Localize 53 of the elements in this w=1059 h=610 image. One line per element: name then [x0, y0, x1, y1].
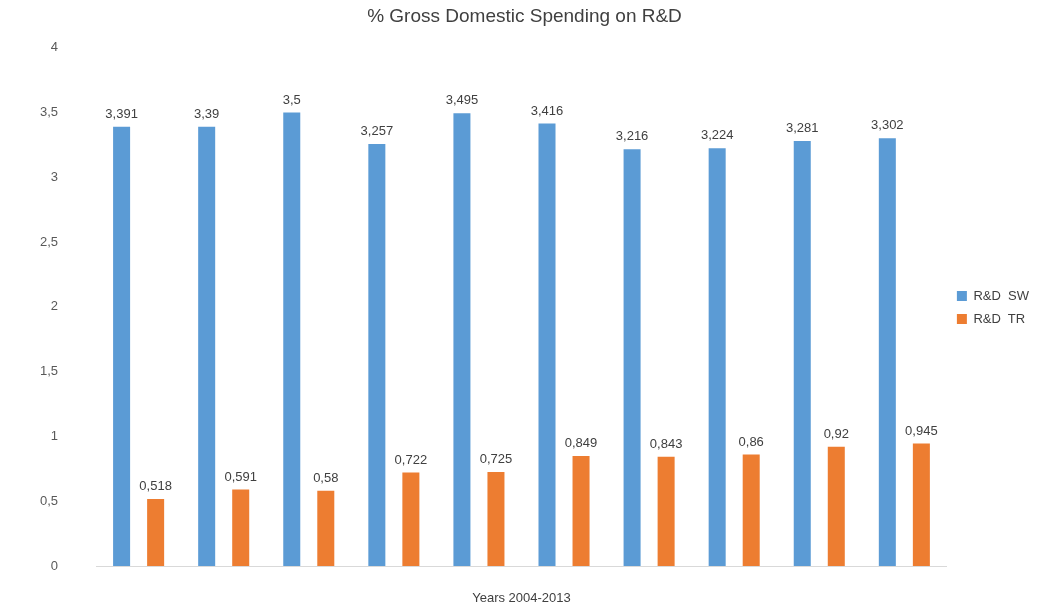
bar	[657, 456, 675, 566]
y-tick-label: 2	[50, 298, 59, 314]
bar	[827, 446, 845, 566]
y-tick-label: 0	[50, 557, 59, 573]
bar	[572, 456, 590, 566]
bar	[198, 126, 216, 566]
bar	[368, 144, 386, 566]
y-tick-label: 3	[50, 168, 59, 184]
data-label: 0,86	[738, 433, 764, 449]
data-label: 0,725	[479, 451, 513, 467]
y-tick-label: 1	[50, 428, 59, 444]
data-label: 3,224	[700, 127, 734, 143]
bar	[317, 490, 335, 566]
bar	[878, 138, 896, 566]
data-label: 3,391	[105, 105, 138, 121]
bar	[453, 113, 471, 566]
bar	[708, 148, 726, 566]
data-label: 3,416	[530, 102, 564, 118]
data-label: 3,216	[615, 128, 649, 144]
data-label: 3,39	[194, 105, 220, 121]
x-axis-title: Years 2004-2013	[472, 589, 571, 605]
y-tick-label: 3,5	[39, 104, 59, 120]
bar	[402, 472, 420, 566]
bar	[793, 140, 811, 566]
bar	[147, 498, 165, 566]
y-tick-label: 2,5	[39, 233, 59, 249]
legend-label: R&D TR	[973, 310, 1026, 326]
data-label: 0,58	[313, 469, 339, 485]
y-tick-label: 1,5	[39, 363, 59, 379]
data-label: 3,281	[785, 120, 819, 136]
bar	[113, 126, 131, 566]
data-label: 3,302	[871, 117, 904, 133]
chart-title: % Gross Domestic Spending on R&D	[367, 4, 682, 26]
data-label: 3,495	[445, 92, 479, 108]
data-label: 0,945	[905, 422, 938, 438]
data-label: 3,5	[282, 91, 301, 107]
legend-label: R&D SW	[973, 287, 1030, 303]
data-label: 0,843	[649, 435, 683, 451]
data-label: 0,92	[823, 425, 849, 441]
data-label: 0,591	[224, 468, 257, 484]
bar	[538, 123, 556, 566]
bar	[912, 443, 930, 566]
y-tick-label: 0,5	[39, 492, 59, 508]
data-label: 0,849	[564, 435, 598, 451]
bar	[232, 489, 250, 566]
bar	[623, 149, 641, 566]
data-label: 0,722	[394, 451, 428, 467]
y-tick-label: 4	[50, 39, 59, 55]
bar	[283, 112, 301, 566]
data-label: 3,257	[360, 123, 394, 139]
bar	[487, 472, 505, 566]
data-label: 0,518	[139, 477, 172, 493]
bar	[742, 454, 760, 566]
